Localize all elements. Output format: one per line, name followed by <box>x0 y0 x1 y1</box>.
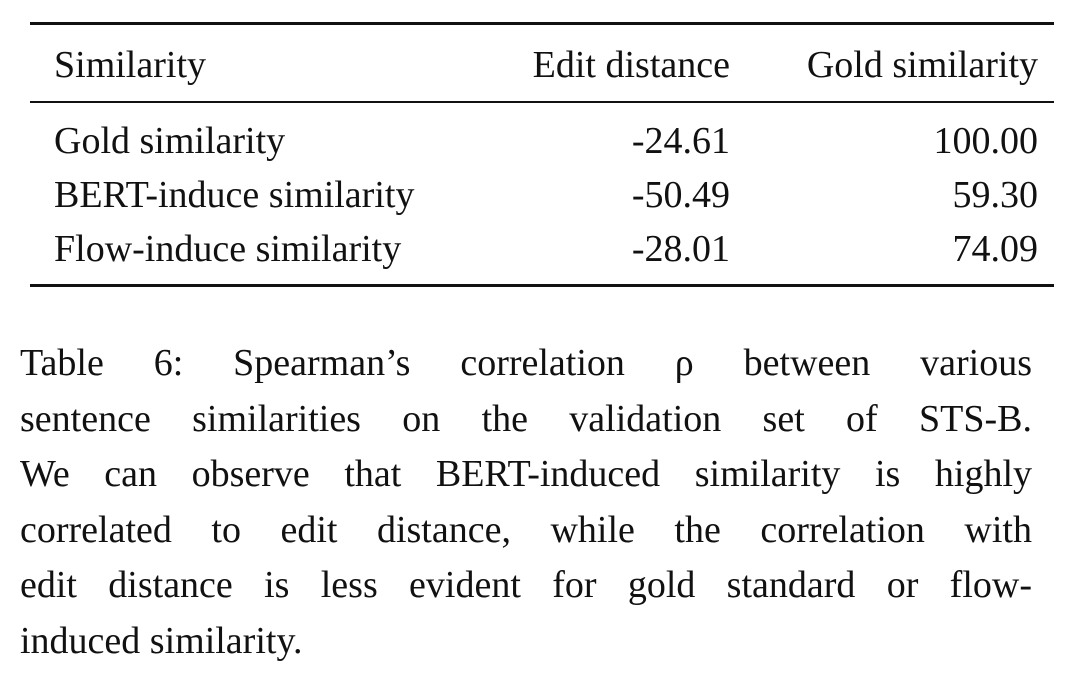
header-edit-distance: Edit distance <box>532 44 730 86</box>
gold-similarity-value: 59.30 <box>952 174 1039 216</box>
gold-similarity-value: 100.00 <box>933 120 1039 162</box>
gold-similarity-value: 74.09 <box>952 228 1039 270</box>
row-label: BERT-induce similarity <box>54 174 415 216</box>
edit-distance-value: -28.01 <box>631 228 730 270</box>
edit-distance-value: -24.61 <box>631 120 730 162</box>
caption-line: correlated to edit distance, while the c… <box>20 508 1032 551</box>
row-label: Gold similarity <box>54 120 286 162</box>
caption-line: edit distance is less evident for gold s… <box>20 564 1032 606</box>
row-label: Flow-induce similarity <box>54 228 402 270</box>
top-rule <box>30 22 1054 25</box>
caption-line: Table 6: Spearman’s correlation ρ betwee… <box>20 342 1032 384</box>
caption-line: We can observe that BERT-induced similar… <box>20 453 1032 495</box>
mid-rule <box>30 101 1054 103</box>
header-gold-similarity: Gold similarity <box>806 44 1038 86</box>
header-similarity: Similarity <box>54 44 206 86</box>
bottom-rule <box>30 284 1054 287</box>
caption-line: induced similarity. <box>20 619 303 662</box>
table-caption: Table 6: Spearman’s correlation ρ betwee… <box>20 336 1032 669</box>
caption-line: sentence similarities on the validation … <box>20 397 1032 440</box>
edit-distance-value: -50.49 <box>631 174 730 216</box>
